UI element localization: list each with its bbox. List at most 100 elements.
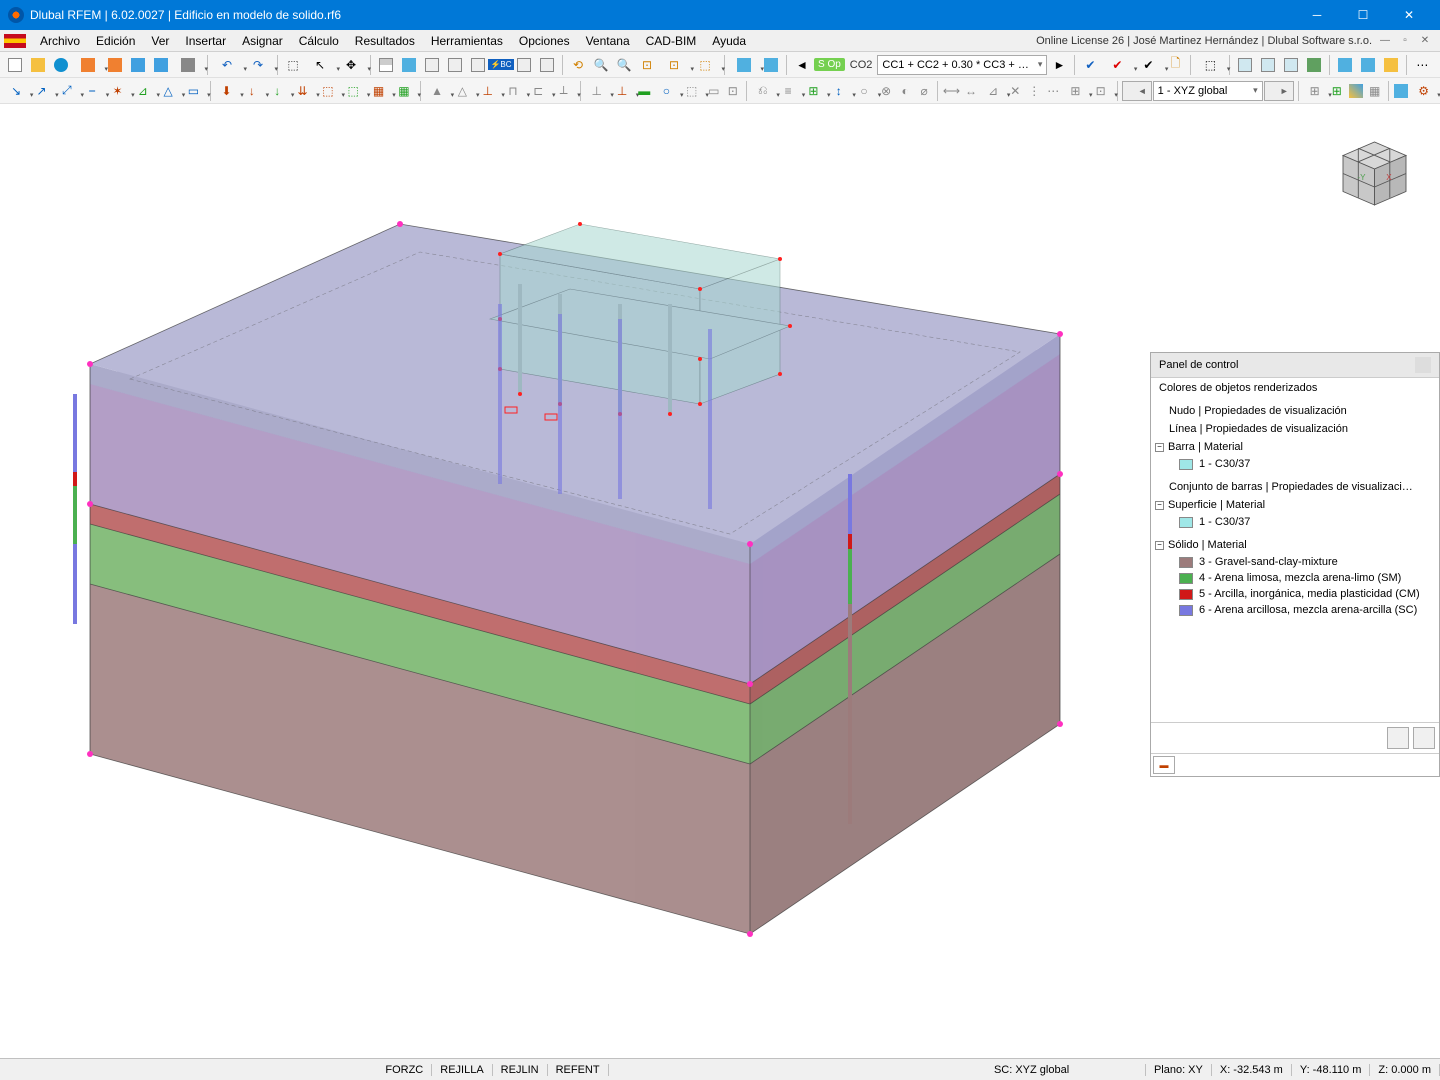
- draw-1[interactable]: ↘▾: [4, 80, 28, 102]
- edit-4[interactable]: ↕▾: [827, 80, 851, 102]
- model-button[interactable]: [398, 54, 420, 76]
- end-1[interactable]: [1392, 80, 1410, 102]
- minimize-button[interactable]: ─: [1294, 0, 1340, 30]
- menu-cadbim[interactable]: CAD-BIM: [638, 32, 705, 50]
- grid-3[interactable]: [1347, 80, 1365, 102]
- panel-solido-item-3[interactable]: 3 - Gravel-sand-clay-mixture: [1151, 554, 1439, 570]
- dim-4[interactable]: ✕: [1006, 80, 1024, 102]
- loadcase-combo[interactable]: CC1 + CC2 + 0.30 * CC3 + …▾: [877, 55, 1047, 75]
- panel-tab-1[interactable]: ▬: [1153, 756, 1175, 774]
- edit-5[interactable]: ○▾: [852, 80, 876, 102]
- tool-button-7[interactable]: [536, 54, 558, 76]
- load-2[interactable]: ↓▾: [240, 80, 264, 102]
- zoom-button-1[interactable]: ⟲: [567, 54, 589, 76]
- menu-asignar[interactable]: Asignar: [234, 32, 291, 50]
- draw-8[interactable]: ▭▾: [181, 80, 205, 102]
- dim-1[interactable]: ⟷: [942, 80, 961, 102]
- mdi-close-icon[interactable]: ✕: [1418, 34, 1432, 48]
- panel-titlebar[interactable]: Panel de control: [1151, 353, 1439, 378]
- status-rejlin[interactable]: REJLIN: [493, 1064, 548, 1076]
- support-5[interactable]: ⊏▾: [526, 80, 550, 102]
- dim-8[interactable]: ⊡▾: [1089, 80, 1113, 102]
- overflow-button[interactable]: ⋯: [1411, 54, 1433, 76]
- cube-button-2[interactable]: [1357, 54, 1379, 76]
- menu-ver[interactable]: Ver: [143, 32, 177, 50]
- load-4[interactable]: ⇊▾: [290, 80, 314, 102]
- zoom-button-6[interactable]: ⬚▾: [690, 54, 720, 76]
- panel-linea[interactable]: Línea | Propiedades de visualización: [1151, 420, 1439, 438]
- tool-gear-button[interactable]: ▾: [73, 54, 103, 76]
- panel-conjunto[interactable]: Conjunto de barras | Propiedades de visu…: [1151, 478, 1439, 496]
- select-button[interactable]: ⬚: [282, 54, 304, 76]
- edit-6[interactable]: ⊗: [877, 80, 895, 102]
- language-flag-icon[interactable]: [4, 34, 26, 48]
- tool-button-4[interactable]: [444, 54, 466, 76]
- section-3[interactable]: ▬: [635, 80, 653, 102]
- load-1[interactable]: ⬇▾: [214, 80, 238, 102]
- end-2[interactable]: ⚙▾: [1411, 80, 1435, 102]
- draw-4[interactable]: ⎯▾: [80, 80, 104, 102]
- tool-button-3[interactable]: [421, 54, 443, 76]
- grid-1[interactable]: ⊞▾: [1302, 80, 1326, 102]
- dim-7[interactable]: ⊞▾: [1063, 80, 1087, 102]
- load-5[interactable]: ⬚▾: [316, 80, 340, 102]
- menu-insertar[interactable]: Insertar: [177, 32, 234, 50]
- panel-footer-btn-2[interactable]: [1413, 727, 1435, 749]
- support-3[interactable]: ⊥▾: [476, 80, 500, 102]
- menu-archivo[interactable]: Archivo: [32, 32, 88, 50]
- tool-button-2[interactable]: [104, 54, 126, 76]
- edit-1[interactable]: ⎌▾: [751, 80, 775, 102]
- load-8[interactable]: ▦▾: [392, 80, 416, 102]
- menu-opciones[interactable]: Opciones: [511, 32, 578, 50]
- draw-3[interactable]: ⤢▾: [55, 80, 79, 102]
- edit-7[interactable]: ◐: [896, 80, 914, 102]
- new-button[interactable]: [4, 54, 26, 76]
- mdi-minimize-icon[interactable]: —: [1378, 34, 1392, 48]
- edit-2[interactable]: ≡▾: [776, 80, 800, 102]
- support-1[interactable]: ▲▾: [425, 80, 449, 102]
- section-4[interactable]: ○▾: [654, 80, 678, 102]
- mdi-restore-icon[interactable]: ▫: [1398, 34, 1412, 48]
- dim-3[interactable]: ⊿▾: [981, 80, 1005, 102]
- section-2[interactable]: ⊥▾: [610, 80, 634, 102]
- support-2[interactable]: △▾: [450, 80, 474, 102]
- coord-next[interactable]: ►: [1264, 81, 1294, 101]
- render-button-2[interactable]: [1257, 54, 1279, 76]
- redo-button[interactable]: ↷▾: [243, 54, 273, 76]
- save-button[interactable]: [127, 54, 149, 76]
- section-1[interactable]: ⊥▾: [585, 80, 609, 102]
- status-refent[interactable]: REFENT: [548, 1064, 609, 1076]
- filter-button-2[interactable]: ✔▾: [1102, 54, 1132, 76]
- panel-solido-item-5[interactable]: 5 - Arcilla, inorgánica, media plasticid…: [1151, 586, 1439, 602]
- draw-5[interactable]: ✶▾: [105, 80, 129, 102]
- support-4[interactable]: ⊓▾: [501, 80, 525, 102]
- load-6[interactable]: ⬚▾: [341, 80, 365, 102]
- draw-7[interactable]: △▾: [156, 80, 180, 102]
- panel-barra-item[interactable]: 1 - C30/37: [1151, 456, 1439, 472]
- section-6[interactable]: ▭: [705, 80, 723, 102]
- view-button-2[interactable]: [760, 54, 782, 76]
- coord-combo[interactable]: 1 - XYZ global▾: [1153, 81, 1263, 101]
- cube-button-1[interactable]: [1334, 54, 1356, 76]
- cursor-button[interactable]: ↖▾: [305, 54, 335, 76]
- move-button[interactable]: ✥▾: [336, 54, 366, 76]
- menu-calculo[interactable]: Cálculo: [291, 32, 347, 50]
- render-button-1[interactable]: [1234, 54, 1256, 76]
- save-all-button[interactable]: [150, 54, 172, 76]
- zoom-button-2[interactable]: 🔍: [590, 54, 612, 76]
- maximize-button[interactable]: ☐: [1340, 0, 1386, 30]
- cube-button-3[interactable]: [1380, 54, 1402, 76]
- panel-nudo[interactable]: Nudo | Propiedades de visualización: [1151, 402, 1439, 420]
- load-3[interactable]: ↓▾: [265, 80, 289, 102]
- calc-button[interactable]: ⚡BC: [490, 54, 512, 76]
- panel-superficie-header[interactable]: −Superficie | Material: [1151, 496, 1439, 514]
- viewport-3d[interactable]: -Y X Panel de control Colores de objetos…: [0, 104, 1440, 1058]
- panel-barra-header[interactable]: −Barra | Material: [1151, 438, 1439, 456]
- tool-button-6[interactable]: [513, 54, 535, 76]
- table-button[interactable]: [375, 54, 397, 76]
- filter-button-3[interactable]: ✔▾: [1133, 54, 1163, 76]
- draw-2[interactable]: ↗▾: [29, 80, 53, 102]
- zoom-button-5[interactable]: ⊡▾: [659, 54, 689, 76]
- draw-6[interactable]: ⊿▾: [131, 80, 155, 102]
- status-forzc[interactable]: FORZC: [377, 1064, 432, 1076]
